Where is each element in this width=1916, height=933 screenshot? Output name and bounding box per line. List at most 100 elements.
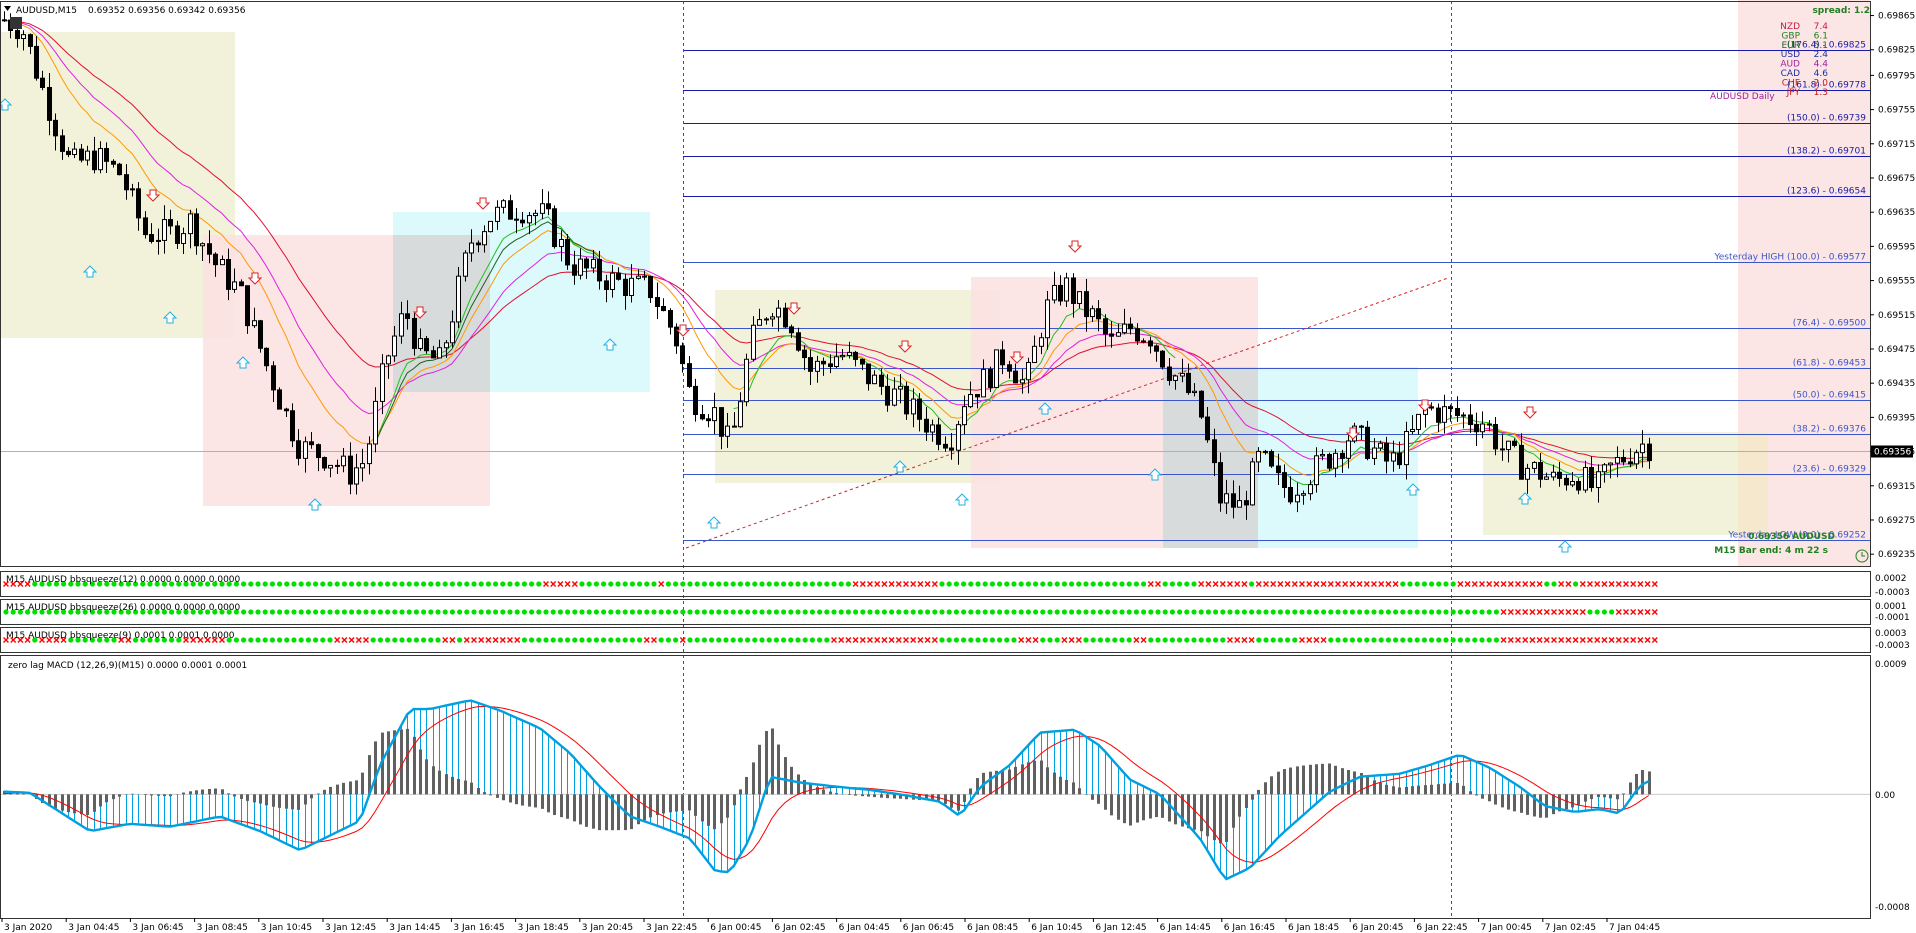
bull-candle xyxy=(1295,494,1300,503)
bull-candle xyxy=(200,243,205,247)
squeeze-on-dot xyxy=(1364,609,1370,615)
squeeze-off-mark xyxy=(514,637,521,643)
squeeze-on-dot xyxy=(1493,609,1499,615)
bear-candle xyxy=(668,310,673,328)
squeeze-on-dot xyxy=(334,609,340,615)
bull-candle xyxy=(373,400,378,445)
squeeze-off-mark xyxy=(888,637,895,643)
price-tick-label: 0.69715 xyxy=(1878,140,1915,150)
squeeze-off-mark xyxy=(1637,609,1644,615)
osma-bar xyxy=(1219,794,1222,844)
squeeze-off-mark xyxy=(852,637,859,643)
squeeze-on-dot xyxy=(1213,609,1219,615)
squeeze-on-dot xyxy=(550,637,556,643)
osma-bar xyxy=(585,794,588,827)
buy-arrow-icon xyxy=(706,516,722,529)
squeeze-off-mark xyxy=(859,637,866,643)
squeeze-on-dot xyxy=(291,637,297,643)
squeeze-on-dot xyxy=(53,609,60,615)
squeeze-off-mark xyxy=(1587,581,1593,587)
squeeze-on-dot xyxy=(1335,637,1341,643)
squeeze-on-dot xyxy=(1018,581,1024,587)
squeeze-on-dot xyxy=(593,609,600,615)
trend-line xyxy=(685,277,1449,549)
bear-candle xyxy=(290,410,295,442)
squeeze-on-dot xyxy=(97,637,103,643)
osma-bar xyxy=(1571,794,1574,808)
squeeze-off-mark xyxy=(1515,581,1521,587)
squeeze-on-dot xyxy=(629,637,636,643)
time-tick-label: 6 Jan 06:45 xyxy=(903,923,954,933)
squeeze-on-dot xyxy=(557,609,564,615)
squeeze-off-mark xyxy=(1378,581,1385,587)
squeeze-off-mark xyxy=(1522,609,1529,615)
bear-candle xyxy=(719,407,724,437)
squeeze-on-dot xyxy=(1191,637,1197,643)
bear-candle xyxy=(808,357,813,372)
bull-candle xyxy=(437,347,442,359)
squeeze-on-dot xyxy=(716,581,722,587)
squeeze-on-dot xyxy=(1011,609,1017,615)
squeeze-on-dot xyxy=(262,637,268,643)
squeeze-off-mark xyxy=(1306,637,1313,643)
squeeze-on-dot xyxy=(298,581,304,587)
osma-bar xyxy=(752,762,755,795)
squeeze-on-dot xyxy=(968,609,974,615)
bear-candle xyxy=(917,398,922,420)
osma-bar xyxy=(1622,793,1625,795)
bull-candle xyxy=(712,407,717,422)
squeeze-on-dot xyxy=(1306,609,1312,615)
bear-candle xyxy=(348,455,353,485)
squeeze-on-dot xyxy=(1249,609,1255,615)
bear-candle xyxy=(1128,323,1133,330)
buy-arrow-icon xyxy=(1517,492,1533,505)
squeeze-on-dot xyxy=(320,609,326,615)
squeeze-off-mark xyxy=(1032,637,1039,643)
osma-bar xyxy=(201,789,204,795)
squeeze-on-dot xyxy=(1371,637,1377,643)
osma-bar xyxy=(329,786,332,795)
squeeze-on-dot xyxy=(53,581,60,587)
osma-bar xyxy=(515,794,518,805)
squeeze-on-dot xyxy=(694,581,700,587)
squeeze-on-dot xyxy=(147,581,153,587)
squeeze-on-dot xyxy=(478,581,484,587)
squeeze-on-dot xyxy=(485,609,491,615)
squeeze-on-dot xyxy=(1378,637,1384,643)
squeeze-on-dot xyxy=(1133,609,1139,615)
squeeze-on-dot xyxy=(809,609,816,615)
squeeze-on-dot xyxy=(1133,581,1139,587)
osma-bar xyxy=(675,794,678,812)
collapse-triangle-icon[interactable] xyxy=(4,6,11,11)
buy-arrow-icon xyxy=(602,338,618,351)
osma-bar xyxy=(758,744,761,795)
bear-candle xyxy=(1205,416,1210,441)
osma-bar xyxy=(393,730,396,795)
bear-candle xyxy=(1436,407,1441,423)
squeeze-on-dot xyxy=(709,637,715,643)
osma-bar xyxy=(1110,794,1113,816)
squeeze-on-dot xyxy=(831,581,837,587)
price-tick-label: 0.69395 xyxy=(1878,413,1915,423)
squeeze-on-dot xyxy=(809,637,816,643)
squeeze-on-dot xyxy=(1105,581,1111,587)
squeeze-on-dot xyxy=(241,609,247,615)
squeeze-on-dot xyxy=(759,581,765,587)
squeeze-off-mark xyxy=(1623,581,1629,587)
squeeze-on-dot xyxy=(572,609,578,615)
chart-icon xyxy=(10,17,22,29)
osma-bar xyxy=(1328,763,1331,795)
bull-candle xyxy=(1020,379,1025,384)
time-tick-label: 7 Jan 02:45 xyxy=(1545,923,1596,933)
squeeze-on-dot xyxy=(1141,581,1147,587)
osma-bar xyxy=(1609,794,1612,799)
osma-bar xyxy=(1385,784,1388,795)
squeeze-off-mark xyxy=(24,637,31,643)
squeeze-off-mark xyxy=(1522,581,1529,587)
fib-label: (61.8) - 0.69453 xyxy=(1793,359,1866,369)
squeeze-on-dot xyxy=(421,581,427,587)
squeeze-on-dot xyxy=(1213,637,1219,643)
squeeze-on-dot xyxy=(1414,581,1420,587)
